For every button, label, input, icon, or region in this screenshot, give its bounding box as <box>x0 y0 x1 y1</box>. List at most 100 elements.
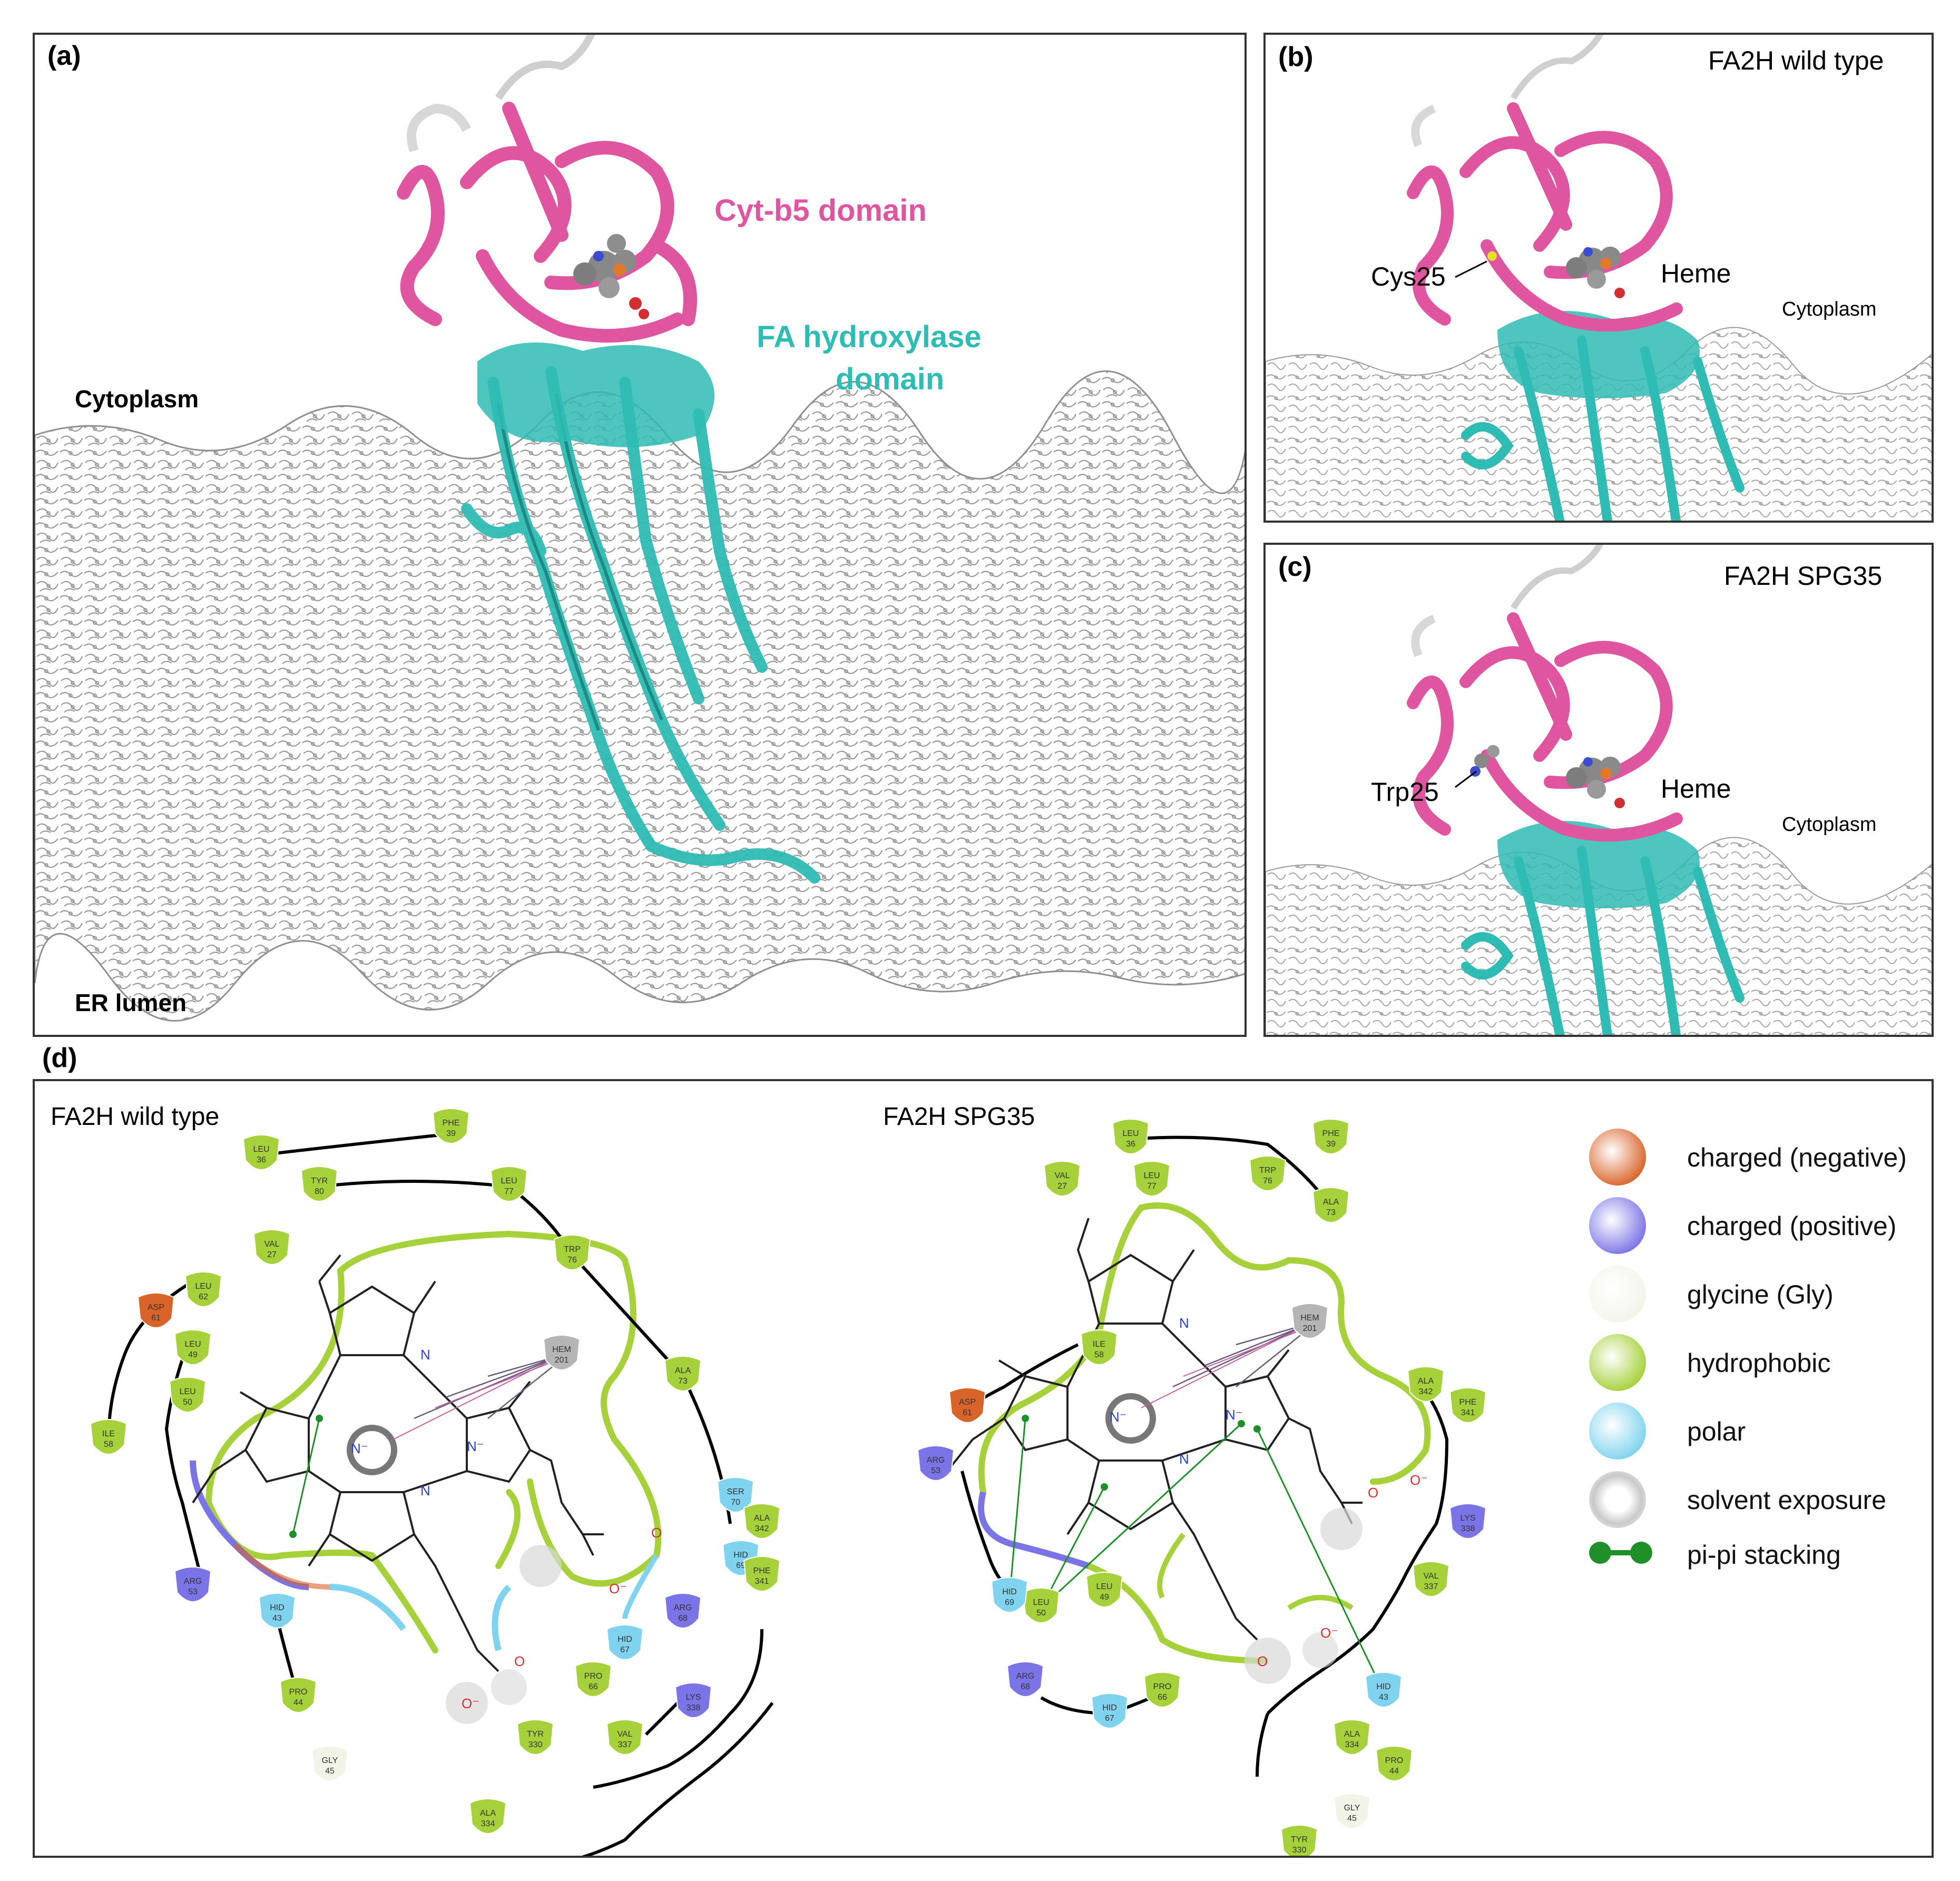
spg-atom-o-minus-2: O⁻ <box>1320 1625 1338 1641</box>
spg-residue-name: ASP <box>959 1398 976 1407</box>
spg-residue-number: 338 <box>1461 1524 1475 1533</box>
spg-residue-number: 69 <box>1005 1598 1014 1607</box>
wt-residue-number: 58 <box>104 1440 113 1449</box>
panel-c-structure <box>1266 545 1932 1035</box>
wt-residue-asp-61: ASP 61 <box>137 1292 175 1328</box>
wt-residue-name: LEU <box>501 1177 517 1186</box>
wt-residue-name: LEU <box>179 1387 195 1396</box>
wt-residue-ile-58: ILE 58 <box>90 1419 128 1455</box>
legend-item-polar: polar <box>1589 1403 1932 1461</box>
heme-label-c: Heme <box>1661 774 1731 804</box>
panel-d: PHE 39 LEU 36 TYR 80 LEU 77 TRP 76 VAL 27 LEU 62 ASP 61… <box>33 1079 1934 1858</box>
pi-pi-stacking-icon <box>1589 1540 1652 1566</box>
panel-c-title: FA2H SPG35 <box>1724 561 1883 591</box>
wt-residue-name: HID <box>618 1635 632 1644</box>
spg-residue-number: 44 <box>1389 1767 1399 1776</box>
wt-residue-name: LEU <box>195 1282 211 1291</box>
spg-residue-name: GLY <box>1344 1804 1360 1813</box>
cyt-b5-domain-label: Cyt-b5 domain <box>714 193 927 228</box>
wt-residue-phe-341: PHE 341 <box>743 1556 781 1592</box>
spg-atom-o-1: O <box>1368 1485 1378 1501</box>
wt-residue-name: ASP <box>148 1303 164 1312</box>
spg-residue-number: 27 <box>1057 1182 1067 1191</box>
wt-residue-name: ALA <box>480 1809 496 1818</box>
wt-residue-number: 201 <box>555 1356 569 1365</box>
spg-residue-name: ARG <box>1016 1672 1035 1681</box>
heme-label-b: Heme <box>1661 259 1731 288</box>
panel-b-structure <box>1266 35 1932 521</box>
spg-residue-leu-36: LEU 36 <box>1112 1119 1150 1154</box>
wt-residue-number: 337 <box>618 1740 632 1749</box>
spg-residue-number: 58 <box>1094 1350 1104 1359</box>
wt-residue-name: HEM <box>552 1345 571 1354</box>
wt-atom-o-minus-1: O⁻ <box>609 1581 627 1596</box>
spg-atom-n-bottom: N <box>1179 1451 1189 1467</box>
wt-residue-number: 68 <box>678 1614 688 1623</box>
wt-residue-name: ARG <box>184 1577 202 1586</box>
wt-residue-number: 76 <box>567 1256 577 1265</box>
legend-label: pi-pi stacking <box>1687 1540 1841 1570</box>
spg-residue-name: ARG <box>927 1456 945 1465</box>
legend: charged (negative) charged (positive) glyc… <box>1589 1129 1926 1655</box>
wt-residue-trp-76: TRP 76 <box>553 1235 591 1270</box>
wt-residue-name: GLY <box>322 1756 338 1765</box>
wt-atom-o-2: O <box>514 1653 525 1669</box>
wt-residue-hid-43: HID 43 <box>258 1593 296 1629</box>
wt-residue-name: ALA <box>754 1514 770 1523</box>
legend-item-positive: charged (positive) <box>1589 1197 1932 1255</box>
wt-residue-number: 45 <box>325 1767 335 1776</box>
panel-b-title: FA2H wild type <box>1708 46 1884 75</box>
wt-residue-hem-201: HEM 201 <box>543 1335 581 1370</box>
spg-residue-leu-50: LEU 50 <box>1022 1588 1060 1623</box>
spg-residue-number: 43 <box>1379 1693 1388 1702</box>
spg-residue-name: LEU <box>1122 1129 1139 1138</box>
wt-residue-number: 80 <box>315 1187 324 1196</box>
wt-atom-n-top: N <box>420 1347 430 1363</box>
panel-a-label: (a) <box>47 41 81 71</box>
wt-atom-o-1: O <box>651 1525 662 1541</box>
spg-residue-hid-69: HID 69 <box>991 1577 1028 1613</box>
spg-residue-number: 67 <box>1105 1714 1114 1723</box>
fa-hydroxylase-label-line2: domain <box>836 362 945 396</box>
panel-a: (a) Cyt-b5 domain FA hydroxylase domain … <box>33 33 1247 1037</box>
cytoplasm-label-c: Cytoplasm <box>1782 814 1877 836</box>
panel-c-label: (c) <box>1278 552 1312 582</box>
spg-atom-o-minus-1: O⁻ <box>1410 1472 1428 1488</box>
wt-residue-number: 334 <box>481 1819 495 1828</box>
spg-residue-leu-49: LEU 49 <box>1085 1572 1123 1608</box>
wt-residue-number: 62 <box>199 1292 208 1301</box>
wt-residue-name: PRO <box>289 1688 308 1697</box>
wt-residue-number: 341 <box>755 1577 769 1586</box>
spg-residue-hid-67: HID 67 <box>1091 1693 1129 1729</box>
spg-residue-number: 73 <box>1326 1208 1336 1217</box>
spg-residue-number: 68 <box>1021 1682 1030 1691</box>
wt-residue-number: 342 <box>755 1524 769 1533</box>
wt-residue-number: 53 <box>188 1588 198 1596</box>
spg-residue-pro-66: PRO 66 <box>1143 1672 1181 1708</box>
spg-residue-number: 49 <box>1100 1593 1109 1602</box>
trp25-label: Trp25 <box>1371 777 1439 807</box>
wt-residue-name: TYR <box>527 1730 544 1739</box>
wt-residue-number: 338 <box>687 1703 701 1712</box>
wt-residue-name: PHE <box>753 1566 771 1575</box>
spg-residue-number: 50 <box>1036 1609 1046 1618</box>
wt-interaction-diagram: PHE39LEU36TYR80LEU77TRP76VAL27LEU62ASP61… <box>90 1108 781 1856</box>
spg-residue-number: 77 <box>1147 1182 1157 1191</box>
wt-residue-name: TRP <box>564 1245 581 1254</box>
legend-label: glycine (Gly) <box>1687 1280 1834 1309</box>
legend-label: charged (negative) <box>1687 1143 1907 1172</box>
wt-residue-name: PRO <box>584 1672 603 1681</box>
wt-residue-name: ILE <box>102 1429 115 1438</box>
